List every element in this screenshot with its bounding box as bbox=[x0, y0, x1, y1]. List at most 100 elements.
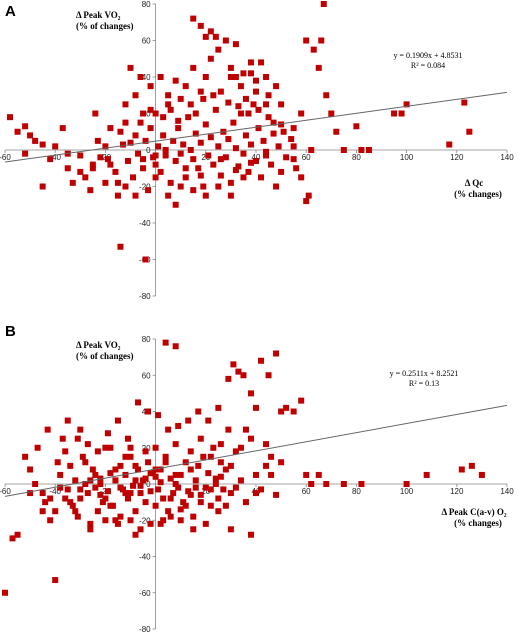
data-point bbox=[135, 150, 142, 157]
data-point bbox=[303, 37, 310, 44]
data-point bbox=[323, 481, 330, 487]
data-point bbox=[207, 134, 214, 141]
data-point bbox=[67, 462, 74, 469]
data-point bbox=[107, 161, 114, 168]
data-point bbox=[197, 88, 204, 95]
data-point bbox=[62, 495, 69, 502]
data-point bbox=[147, 488, 154, 495]
data-point bbox=[192, 130, 199, 137]
data-point bbox=[47, 156, 54, 163]
x-tick-label: 140 bbox=[500, 153, 514, 162]
data-point bbox=[227, 179, 234, 186]
data-point bbox=[147, 125, 154, 132]
data-point bbox=[235, 163, 242, 170]
data-point bbox=[140, 156, 147, 163]
data-point bbox=[205, 152, 212, 159]
y-tick-label: 0 bbox=[146, 480, 151, 489]
data-point bbox=[127, 139, 134, 146]
data-point bbox=[147, 106, 154, 113]
data-point bbox=[210, 161, 217, 168]
data-point bbox=[182, 165, 189, 172]
data-point bbox=[210, 92, 217, 99]
data-point bbox=[177, 471, 184, 478]
data-point bbox=[315, 471, 322, 478]
x-tick-label: 100 bbox=[400, 153, 414, 162]
data-point bbox=[177, 517, 184, 524]
data-point bbox=[268, 161, 275, 168]
data-point bbox=[124, 495, 131, 502]
data-point bbox=[237, 110, 244, 117]
data-point bbox=[182, 83, 189, 90]
y-tick-label: -80 bbox=[139, 292, 151, 301]
data-point bbox=[152, 152, 159, 159]
data-point bbox=[358, 481, 365, 487]
data-point bbox=[132, 477, 139, 484]
data-point bbox=[92, 110, 99, 117]
data-point bbox=[132, 192, 139, 199]
data-point bbox=[358, 147, 365, 153]
y-axis-subtitle: (% of changes) bbox=[76, 351, 134, 361]
data-point bbox=[145, 408, 152, 415]
data-point bbox=[202, 33, 209, 40]
data-point bbox=[152, 473, 159, 480]
data-point bbox=[177, 183, 184, 190]
data-point bbox=[318, 37, 325, 44]
data-point bbox=[230, 119, 237, 126]
data-point bbox=[278, 459, 285, 466]
data-point bbox=[195, 165, 202, 172]
data-point bbox=[278, 408, 285, 415]
data-point bbox=[265, 372, 272, 379]
data-point bbox=[403, 101, 410, 108]
y-axis-title: Δ Peak VO₂ bbox=[76, 340, 121, 350]
r-squared-label: R² = 0.084 bbox=[411, 61, 445, 70]
data-point bbox=[220, 486, 227, 493]
data-point bbox=[47, 495, 54, 502]
data-point bbox=[117, 243, 124, 250]
data-point bbox=[72, 477, 79, 484]
data-point bbox=[242, 426, 249, 433]
data-point bbox=[205, 417, 212, 424]
data-point bbox=[27, 466, 34, 473]
data-point bbox=[94, 448, 101, 455]
data-point bbox=[275, 143, 282, 150]
data-point bbox=[235, 103, 242, 110]
data-point bbox=[122, 490, 129, 497]
data-point bbox=[165, 426, 172, 433]
data-point bbox=[187, 491, 194, 498]
data-point bbox=[122, 101, 129, 108]
data-point bbox=[152, 174, 159, 181]
data-point bbox=[232, 41, 239, 48]
data-point bbox=[122, 183, 129, 190]
data-point bbox=[353, 123, 360, 130]
data-point bbox=[160, 517, 167, 524]
data-point bbox=[255, 125, 262, 132]
data-point bbox=[253, 404, 259, 411]
data-point bbox=[79, 453, 86, 460]
data-point bbox=[137, 482, 144, 489]
data-point bbox=[398, 110, 405, 117]
data-point bbox=[240, 372, 247, 379]
data-point bbox=[59, 435, 66, 442]
data-point bbox=[242, 95, 249, 102]
data-point bbox=[77, 495, 84, 502]
data-point bbox=[340, 481, 347, 487]
data-point bbox=[167, 513, 174, 520]
data-point bbox=[247, 390, 254, 397]
data-point bbox=[135, 466, 142, 473]
data-point bbox=[232, 484, 239, 491]
x-tick-label: -40 bbox=[49, 153, 61, 162]
data-point bbox=[104, 430, 111, 437]
data-point bbox=[237, 477, 244, 484]
data-point bbox=[187, 101, 194, 108]
data-point bbox=[303, 471, 310, 478]
data-point bbox=[217, 441, 224, 448]
data-point bbox=[22, 453, 29, 460]
data-point bbox=[64, 417, 71, 424]
data-point bbox=[172, 481, 179, 487]
data-point bbox=[102, 143, 109, 150]
data-point bbox=[197, 22, 204, 29]
data-point bbox=[97, 481, 104, 487]
data-point bbox=[308, 147, 315, 153]
x-tick-label: 120 bbox=[450, 487, 464, 496]
data-point bbox=[478, 471, 485, 478]
